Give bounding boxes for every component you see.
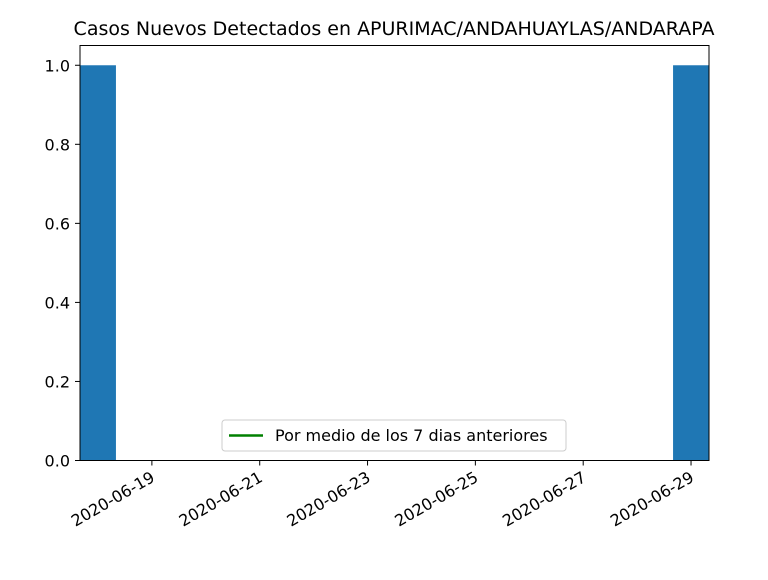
x-tick-label: 2020-06-29 xyxy=(607,468,697,531)
x-axis-ticks: 2020-06-19 2020-06-21 2020-06-23 2020-06-25… xyxy=(68,460,697,531)
legend-label: Por medio de los 7 dias anteriores xyxy=(275,426,548,445)
x-tick-label: 2020-06-19 xyxy=(68,468,158,531)
x-tick-label: 2020-06-23 xyxy=(284,468,374,531)
x-tick-label: 2020-06-27 xyxy=(499,468,589,531)
legend: Por medio de los 7 dias anteriores xyxy=(221,419,567,452)
bar xyxy=(673,65,709,461)
x-tick-label: 2020-06-21 xyxy=(176,468,266,531)
legend-box xyxy=(221,419,567,452)
plot-frame xyxy=(79,45,710,461)
y-tick-label: 0.4 xyxy=(45,293,70,312)
bar xyxy=(80,65,116,461)
y-tick-label: 0.2 xyxy=(45,372,70,391)
y-tick-label: 0.6 xyxy=(45,214,70,233)
bars-group xyxy=(80,65,709,461)
y-tick-label: 0.8 xyxy=(45,135,70,154)
chart-title: Casos Nuevos Detectados en APURIMAC/ANDA… xyxy=(74,18,715,40)
x-tick-label: 2020-06-25 xyxy=(391,468,481,531)
y-axis-ticks: 0.0 0.2 0.4 0.6 0.8 1.0 xyxy=(45,56,80,471)
y-tick-label: 0.0 xyxy=(45,452,70,471)
y-tick-label: 1.0 xyxy=(45,56,70,75)
